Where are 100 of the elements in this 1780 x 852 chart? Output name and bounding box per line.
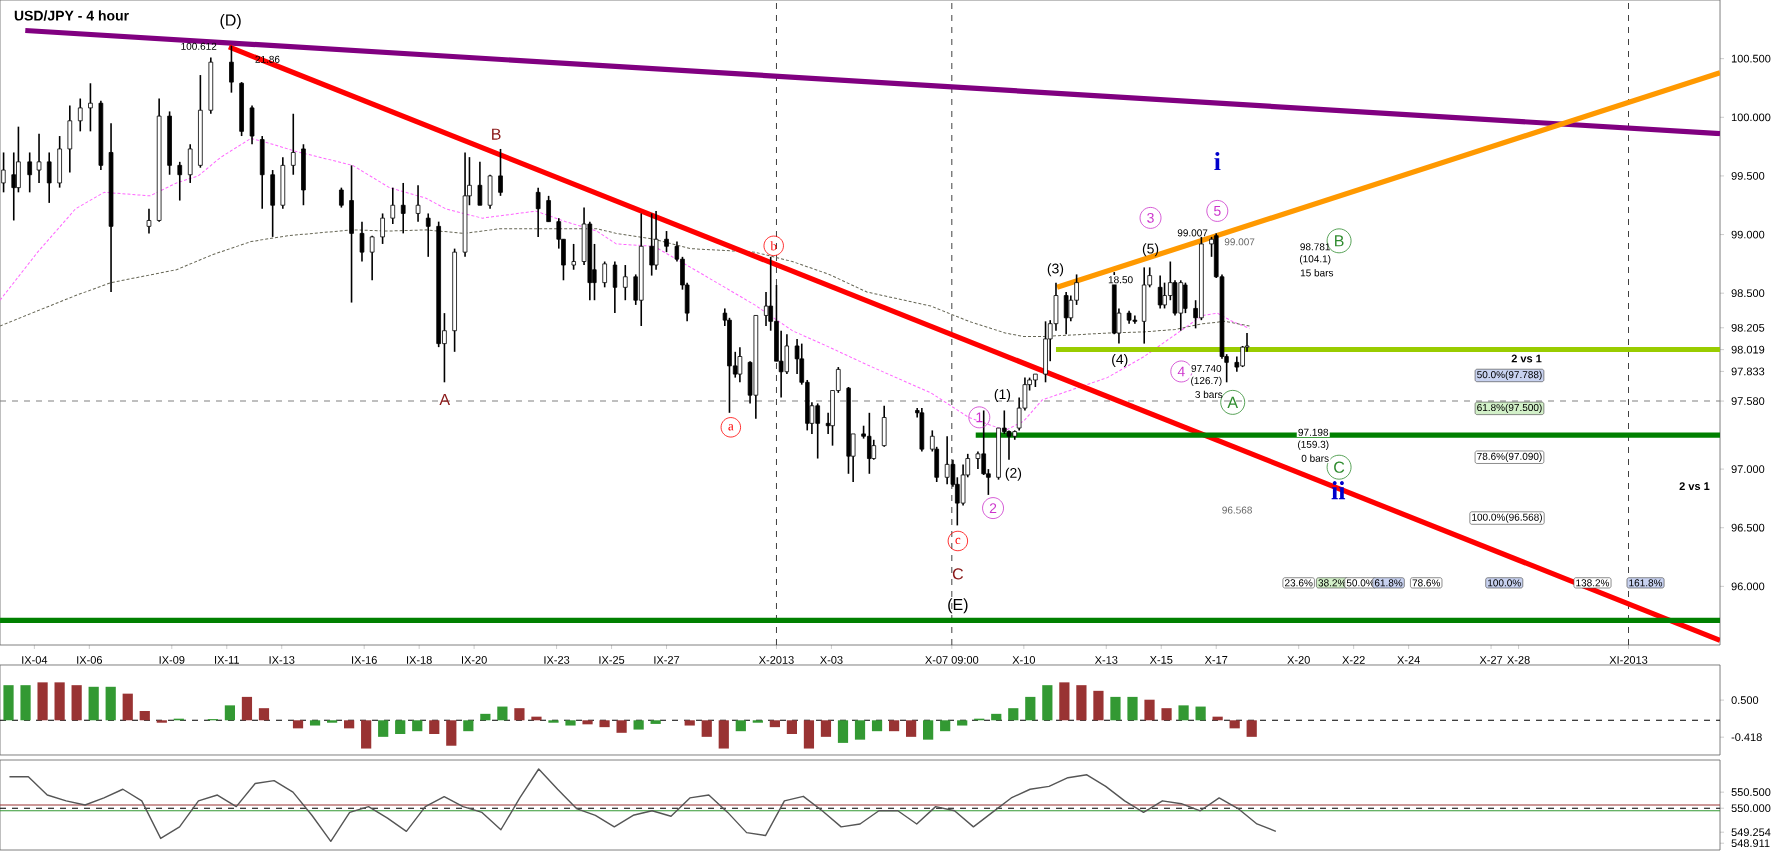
annotation: B — [492, 128, 501, 140]
bar — [837, 720, 849, 743]
y-tick-label: 99.500 — [1731, 172, 1765, 180]
bar — [480, 713, 491, 721]
annotation: 2 vs 1 — [1511, 354, 1542, 363]
annotation: 100.0%(96.568) — [1472, 513, 1542, 523]
annotation: 78.6%(97.090) — [1477, 452, 1542, 462]
bar — [241, 696, 253, 721]
bar — [735, 720, 746, 732]
annotation: 99.007 — [1177, 229, 1208, 237]
candlestick — [871, 438, 877, 461]
bar — [684, 720, 695, 726]
bar — [344, 720, 355, 729]
x-tick-label: IX-20 — [461, 656, 487, 664]
annotation: 61.8% — [1374, 579, 1403, 587]
annotation: (D) — [220, 14, 241, 29]
candlestick — [359, 220, 365, 263]
x-tick-label: X-07 09:00 — [925, 656, 979, 664]
annotation: C — [952, 568, 964, 580]
annotation: (4) — [1112, 353, 1128, 368]
candlestick — [763, 291, 769, 327]
x-tick-label: XI-2013 — [1609, 656, 1648, 664]
bar — [548, 720, 559, 723]
annotation: i — [1214, 152, 1221, 171]
annotation: 3 bars — [1195, 390, 1223, 399]
annotation: 97.740 — [1191, 364, 1222, 373]
bar — [957, 720, 968, 726]
annotation: 78.6% — [1412, 579, 1441, 587]
x-tick-label: IX-27 — [654, 656, 680, 664]
candlestick — [77, 97, 83, 133]
y-tick-label: 0.500 — [1731, 696, 1759, 704]
x-tick-label: X-13 — [1094, 656, 1118, 664]
x-tick-label: IX-18 — [407, 656, 432, 664]
bar — [565, 720, 576, 726]
candlestick — [622, 264, 628, 302]
bar — [378, 720, 389, 737]
y-tick-label: 100.500 — [1731, 54, 1771, 63]
annotation: c — [955, 537, 961, 545]
bar — [599, 720, 610, 728]
candlestick — [369, 234, 375, 282]
annotation: 161.8% — [1629, 579, 1663, 587]
bar — [786, 720, 798, 735]
annotation: 100.0% — [1488, 579, 1521, 587]
bar — [224, 705, 236, 721]
annotation: 18.50 — [1108, 276, 1133, 284]
y-tick-label: 97.833 — [1731, 367, 1765, 376]
candlestick — [177, 161, 183, 202]
bar — [361, 720, 372, 749]
bar — [650, 720, 661, 724]
annotation: 38.2% — [1318, 579, 1347, 587]
bar — [1127, 696, 1138, 721]
bar — [395, 720, 406, 735]
bar — [1008, 708, 1019, 721]
x-tick-label: X-28 — [1507, 656, 1530, 664]
annotation: A — [439, 393, 451, 405]
x-tick-label: X-27 — [1479, 656, 1503, 664]
bar — [871, 720, 883, 732]
annotation: (1) — [994, 388, 1011, 402]
bar — [105, 686, 116, 721]
annotation: (E) — [948, 598, 968, 614]
x-tick-label: X-2013 — [758, 656, 794, 664]
candlestick — [612, 260, 618, 314]
bar — [718, 720, 729, 749]
bar — [156, 720, 167, 723]
annotation: 5 — [1213, 206, 1221, 216]
bar — [633, 720, 644, 730]
x-tick-label: X-20 — [1287, 656, 1310, 664]
annotation: (126.7) — [1191, 376, 1222, 387]
bar — [37, 682, 48, 721]
y-tick-label: 98.205 — [1731, 323, 1765, 332]
y-tick-label: 96.000 — [1731, 582, 1765, 591]
bar — [429, 720, 440, 735]
y-tick-label: 98.500 — [1731, 289, 1765, 298]
bar — [1161, 708, 1172, 721]
candlestick — [27, 151, 33, 194]
bar — [139, 711, 150, 721]
bar — [820, 720, 832, 737]
annotation: 50.0%(97.788) — [1477, 370, 1542, 381]
annotation: (5) — [1142, 243, 1159, 257]
candlestick — [415, 184, 421, 223]
annotation: A — [1227, 396, 1239, 408]
annotation: 3 — [1147, 212, 1154, 223]
bar — [412, 720, 423, 732]
y-tick-label: 98.019 — [1731, 345, 1765, 354]
candlestick — [1063, 291, 1069, 336]
y-tick-label: 548.911 — [1731, 839, 1770, 848]
annotation: 0 bars — [1301, 454, 1329, 462]
annotation: (104.1) — [1299, 255, 1331, 265]
annotation: 97.198 — [1298, 428, 1329, 436]
bar — [1178, 705, 1189, 721]
annotation: 99.007 — [1224, 238, 1255, 246]
line-series — [8, 768, 1277, 843]
x-tick-label: IX-11 — [215, 656, 239, 664]
annotation: 2 vs 1 — [1679, 482, 1710, 491]
x-tick-label: X-10 — [1012, 656, 1035, 664]
y-tick-label: 97.000 — [1731, 465, 1765, 473]
annotation: 61.8%(97.500) — [1477, 403, 1542, 414]
candlestick — [146, 207, 152, 235]
bar — [258, 708, 270, 721]
candlestick — [535, 186, 541, 238]
